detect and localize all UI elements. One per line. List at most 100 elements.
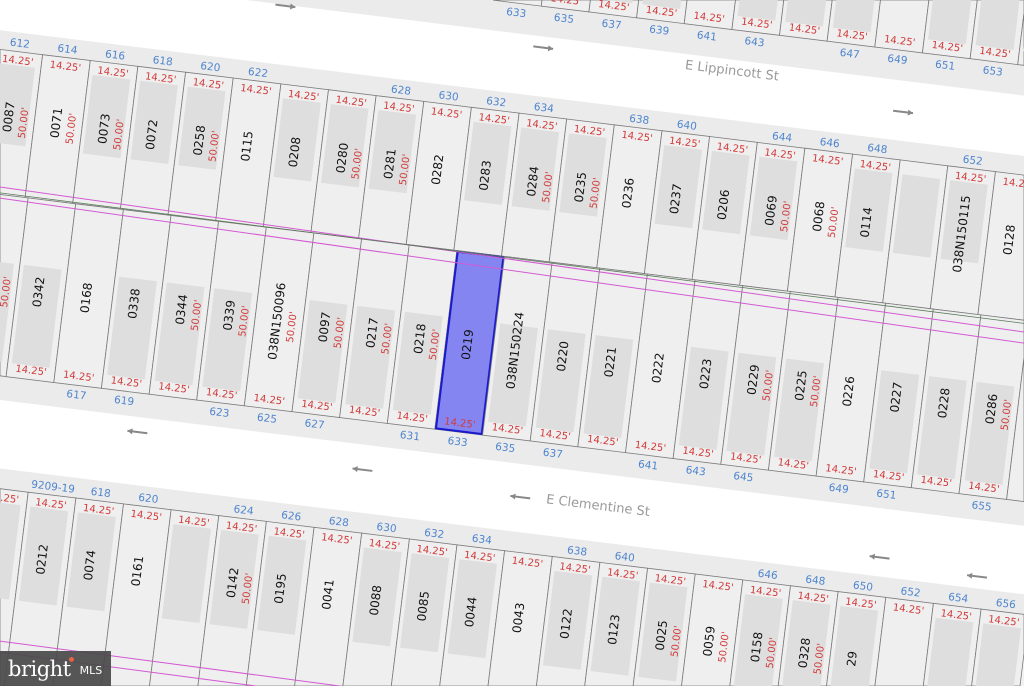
parcel-row-lippincott-north-side bbox=[492, 0, 1024, 66]
building-footprint bbox=[66, 512, 116, 612]
parcel-boundary[interactable] bbox=[977, 171, 1024, 321]
depth-dimension: 50.00' bbox=[17, 107, 32, 139]
parcel-id: 0286 bbox=[983, 393, 1001, 425]
parcel[interactable] bbox=[501, 112, 568, 263]
parcel[interactable] bbox=[5, 197, 77, 383]
parcel-id: 0195 bbox=[272, 573, 290, 605]
parcel[interactable] bbox=[958, 314, 1024, 500]
parcel[interactable] bbox=[929, 165, 996, 316]
parcel[interactable] bbox=[291, 232, 363, 418]
parcel-id: 0328 bbox=[796, 637, 814, 669]
parcel-id: 0339 bbox=[220, 299, 238, 331]
parcel[interactable] bbox=[529, 261, 601, 448]
parcel-boundary[interactable] bbox=[1006, 357, 1024, 503]
parcel[interactable] bbox=[779, 0, 833, 42]
parcel[interactable] bbox=[720, 285, 791, 471]
parcel[interactable] bbox=[921, 0, 978, 60]
parcel[interactable] bbox=[100, 209, 172, 395]
parcel[interactable] bbox=[3, 491, 77, 686]
parcel[interactable] bbox=[535, 556, 601, 686]
parcel[interactable] bbox=[977, 171, 1024, 321]
street-address: 625 bbox=[256, 412, 277, 426]
street-address: 649 bbox=[828, 482, 849, 496]
parcel-id: 0025 bbox=[653, 619, 671, 651]
frontage-dimension: 14.25' bbox=[49, 60, 81, 75]
parcel[interactable] bbox=[386, 244, 458, 430]
parcel[interactable] bbox=[691, 136, 758, 286]
street-address: 628 bbox=[390, 83, 411, 97]
building-footprint bbox=[737, 0, 778, 21]
street-address: 9209-19 bbox=[31, 479, 76, 496]
depth-dimension: 50.00' bbox=[0, 276, 14, 308]
frontage-dimension: 14.25' bbox=[550, 0, 582, 8]
parcel[interactable] bbox=[339, 238, 410, 424]
parcel[interactable] bbox=[0, 194, 29, 378]
building-footprint bbox=[642, 0, 682, 9]
street-address: 639 bbox=[648, 23, 669, 37]
parcel[interactable] bbox=[731, 0, 785, 36]
street-address: 640 bbox=[614, 550, 635, 564]
parcel-id: 0342 bbox=[30, 276, 48, 308]
parcel[interactable] bbox=[584, 561, 649, 686]
street-address: 634 bbox=[533, 101, 555, 115]
frontage-dimension: 14.25' bbox=[634, 440, 666, 455]
parcel[interactable] bbox=[739, 141, 806, 292]
parcel[interactable] bbox=[672, 279, 744, 465]
frontage-dimension: 14.25' bbox=[430, 106, 462, 121]
depth-dimension: 50.00' bbox=[827, 206, 842, 238]
parcel[interactable] bbox=[52, 497, 124, 686]
building-footprint bbox=[927, 617, 974, 686]
parcel[interactable] bbox=[767, 291, 839, 477]
parcel-id: 0229 bbox=[745, 364, 763, 396]
parcel[interactable] bbox=[971, 608, 1024, 686]
parcel-id: 0072 bbox=[143, 119, 161, 151]
frontage-dimension: 14.25' bbox=[777, 457, 809, 472]
parcel[interactable] bbox=[197, 515, 267, 686]
parcel[interactable] bbox=[167, 71, 234, 222]
parcel[interactable] bbox=[196, 220, 267, 407]
logo-suffix: MLS bbox=[79, 664, 103, 677]
frontage-dimension: 14.25' bbox=[35, 497, 67, 512]
parcel[interactable] bbox=[262, 83, 329, 234]
parcel[interactable] bbox=[826, 0, 881, 48]
street-address: 619 bbox=[113, 394, 134, 408]
parcel[interactable] bbox=[969, 0, 1024, 66]
street-address: 626 bbox=[281, 509, 303, 523]
parcel[interactable] bbox=[643, 130, 711, 280]
building-footprint bbox=[447, 559, 497, 659]
parcel[interactable] bbox=[632, 567, 696, 686]
frontage-dimension: 14.25' bbox=[205, 387, 237, 402]
depth-dimension: 50.00' bbox=[64, 113, 79, 145]
parcel[interactable] bbox=[358, 95, 425, 245]
parcel[interactable] bbox=[453, 106, 520, 257]
frontage-dimension: 14.25' bbox=[845, 597, 877, 612]
parcel[interactable] bbox=[777, 585, 839, 686]
parcel[interactable] bbox=[72, 60, 139, 210]
parcel-boundary[interactable] bbox=[1017, 13, 1024, 66]
parcel[interactable] bbox=[149, 509, 220, 686]
depth-dimension: 50.00' bbox=[398, 153, 413, 185]
sidewalk bbox=[0, 30, 1024, 176]
parcel[interactable] bbox=[910, 308, 982, 495]
parcel[interactable] bbox=[342, 532, 410, 686]
parcel[interactable] bbox=[148, 215, 220, 401]
parcel[interactable] bbox=[1006, 357, 1024, 503]
parcel[interactable] bbox=[548, 118, 615, 269]
parcel[interactable] bbox=[863, 302, 934, 489]
parcel[interactable] bbox=[119, 65, 187, 216]
parcel[interactable] bbox=[310, 89, 377, 239]
parcel-id: 0114 bbox=[858, 206, 876, 238]
parcel[interactable] bbox=[577, 267, 648, 454]
parcel[interactable] bbox=[922, 602, 982, 686]
parcel-id: 0122 bbox=[557, 608, 575, 640]
frontage-dimension: 14.25' bbox=[954, 171, 986, 186]
arrow-left-icon bbox=[869, 553, 890, 560]
parcel[interactable] bbox=[482, 255, 553, 442]
parcel[interactable] bbox=[439, 544, 506, 686]
frontage-dimension: 14.25' bbox=[598, 0, 630, 14]
depth-dimension: 50.00' bbox=[190, 299, 205, 331]
street-address: 630 bbox=[438, 89, 459, 103]
parcel-id: 0212 bbox=[33, 543, 51, 575]
road-lippincott[interactable] bbox=[0, 0, 1024, 156]
